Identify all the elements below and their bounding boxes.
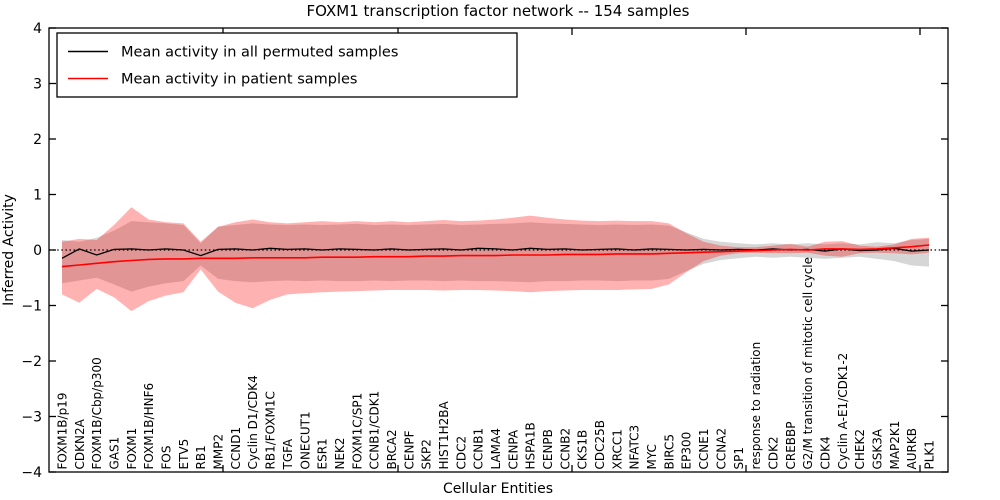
x-category-label: CCND1 (229, 427, 243, 470)
legend: Mean activity in all permuted samples Me… (56, 32, 518, 98)
x-category-label: CDK2 (766, 436, 780, 469)
legend-label-patient: Mean activity in patient samples (121, 72, 357, 88)
x-category-label: MMP2 (212, 434, 226, 470)
y-tick-label: 0 (33, 243, 42, 259)
y-tick-label: −1 (21, 299, 42, 315)
x-category-label: TGFA (281, 438, 295, 470)
x-category-label: FOXM1B/Cbp/p300 (90, 357, 104, 469)
x-category-label: response to radiation (749, 342, 763, 470)
x-category-label: CDKN2A (73, 418, 87, 469)
x-category-label: HIST1H2BA (437, 400, 451, 469)
x-category-label: GAS1 (108, 437, 122, 470)
x-category-label: CDC2 (454, 436, 468, 470)
x-category-label: CCNB1/CDK1 (368, 391, 382, 470)
x-category-label: MYC (645, 444, 659, 469)
patient-range-band (62, 207, 929, 312)
x-category-label: CCNB2 (558, 428, 572, 470)
x-category-label: XRCC1 (610, 429, 624, 469)
x-category-label: ESR1 (316, 438, 330, 469)
x-category-label: CENPB (541, 429, 555, 469)
x-category-label: SP1 (732, 447, 746, 470)
y-tick-label: 3 (33, 77, 42, 93)
x-category-label: BRCA2 (385, 429, 399, 469)
x-category-label: CDC25B (593, 420, 607, 470)
x-category-label: RB1/FOXM1C (264, 391, 278, 469)
x-category-label: NEK2 (333, 437, 347, 469)
x-category-label: MAP2K1 (888, 421, 902, 470)
x-category-label: G2/M transition of mitotic cell cycle (801, 257, 815, 470)
y-tick-label: 2 (33, 132, 42, 148)
x-category-label: BIRC5 (662, 434, 676, 470)
x-category-label: FOXM1B/HNF6 (142, 383, 156, 470)
x-category-label: Cyclin D1/CDK4 (246, 375, 260, 469)
x-axis-label: Cellular Entities (443, 481, 553, 497)
x-category-label: Cyclin A-E1/CDK1-2 (836, 353, 850, 470)
x-category-label: CHEK2 (853, 429, 867, 470)
legend-box (56, 32, 518, 98)
x-category-label: CCNB1 (472, 428, 486, 470)
y-tick-label: −3 (21, 410, 42, 426)
x-category-label: CENPA (506, 429, 520, 469)
axes-frame (48, 27, 949, 473)
x-category-label: ONECUT1 (298, 411, 312, 469)
patient-mean-line (61, 244, 930, 268)
x-category-label: FOXM1C/SP1 (350, 393, 364, 470)
y-tick-label: 1 (33, 188, 42, 204)
x-category-label: CCNE1 (697, 429, 711, 470)
x-category-label: CDK4 (819, 436, 833, 469)
x-category-label: CENPF (402, 430, 416, 469)
x-category-label: CREBBP (784, 422, 798, 470)
x-category-label: NFATC3 (628, 425, 642, 470)
x-category-label: EP300 (680, 432, 694, 470)
x-category-label: PLK1 (923, 440, 937, 469)
x-category-label: FOXM1B/p19 (56, 393, 70, 470)
x-category-label: HSPA1B (524, 422, 538, 469)
chart-title: FOXM1 transcription factor network -- 15… (307, 2, 690, 20)
x-category-label: GSK3A (871, 428, 885, 469)
x-category-label: ETV5 (177, 439, 191, 470)
x-category-label: SKP2 (420, 439, 434, 469)
x-category-label: LAMA4 (489, 428, 503, 469)
y-tick-label: 4 (33, 21, 42, 37)
x-category-label: AURKB (905, 428, 919, 469)
x-category-label: RB1 (194, 445, 208, 469)
x-category-label: CCNA2 (714, 428, 728, 470)
x-category-label: FOS (160, 446, 174, 470)
y-tick-label: −2 (21, 354, 42, 370)
x-category-label: FOXM1 (125, 428, 139, 470)
legend-label-permuted: Mean activity in all permuted samples (121, 45, 398, 61)
y-tick-label: −4 (21, 465, 42, 481)
x-category-label: CKS1B (576, 430, 590, 470)
y-axis-label: Inferred Activity (1, 194, 17, 306)
